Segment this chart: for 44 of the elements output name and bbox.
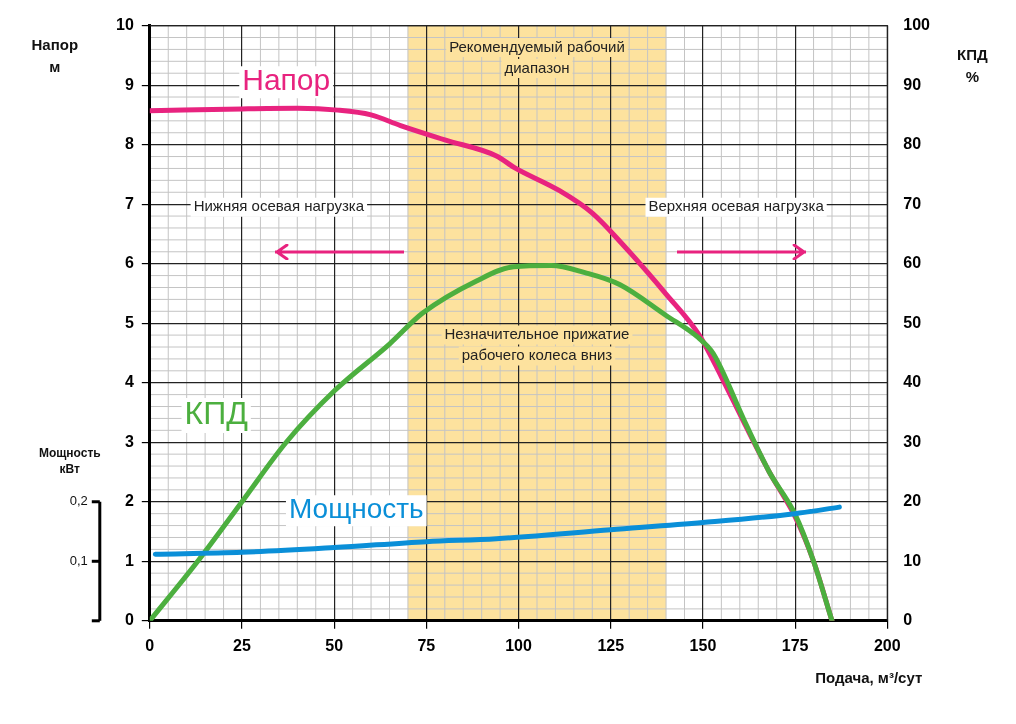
y-tick-label: 6 [124, 254, 134, 272]
series-label: КПД [184, 395, 249, 432]
y2-tick-label: 60 [903, 254, 922, 272]
x-tick-label: 75 [417, 636, 436, 654]
y-tick-label: 7 [124, 194, 134, 212]
y2-tick-label: 30 [903, 432, 922, 450]
y-tick-label: 5 [124, 313, 134, 331]
y2-tick-label: 70 [903, 194, 922, 212]
y2-tick-label: 0 [903, 611, 913, 629]
y2-tick-label: 80 [903, 135, 922, 153]
series-label: Мощность [288, 493, 424, 525]
y-tick-label: 1 [124, 551, 134, 569]
y-tick-label: 0 [124, 611, 134, 629]
series-label: Напор [242, 63, 331, 97]
x-tick-label: 125 [597, 636, 625, 654]
y2-tick-label: 10 [903, 551, 922, 569]
y-tick-label: 2 [124, 492, 134, 510]
y-tick-label: 9 [124, 75, 134, 93]
y2-tick-label: 50 [903, 313, 922, 331]
y3-axis-title: Мощность кВт [38, 446, 101, 477]
y2-axis-title: КПД % [956, 45, 988, 85]
annotation: Незначительное прижатие рабочего колеса вниз [444, 325, 630, 364]
x-tick-label: 100 [505, 636, 532, 654]
y2-tick-label: 20 [903, 492, 922, 510]
y-axis-title: Напор м [31, 35, 79, 75]
x-tick-label: 200 [873, 636, 901, 654]
y-tick-label: 8 [124, 135, 134, 153]
x-tick-label: 25 [233, 636, 251, 654]
y-tick-label: 10 [116, 16, 134, 34]
y-tick-label: 4 [124, 373, 134, 391]
x-tick-label: 175 [781, 636, 809, 654]
x-tick-label: 0 [145, 636, 155, 654]
y2-tick-label: 90 [903, 75, 922, 93]
x-tick-label: 50 [325, 636, 344, 654]
annotation: Нижняя осевая нагрузка [193, 197, 365, 215]
band-label: Рекомендуемый рабочий диапазон [449, 37, 625, 76]
y3-tick-label: 0,2 [69, 493, 88, 509]
y2-tick-label: 100 [903, 16, 931, 34]
y-tick-label: 3 [124, 432, 134, 450]
y3-tick-label: 0,1 [69, 552, 88, 568]
annotation: Верхняя осевая нагрузка [648, 197, 825, 215]
x-tick-label: 150 [689, 636, 717, 654]
x-axis-title: Подача, м³/сут [815, 668, 923, 686]
y2-tick-label: 40 [903, 373, 922, 391]
